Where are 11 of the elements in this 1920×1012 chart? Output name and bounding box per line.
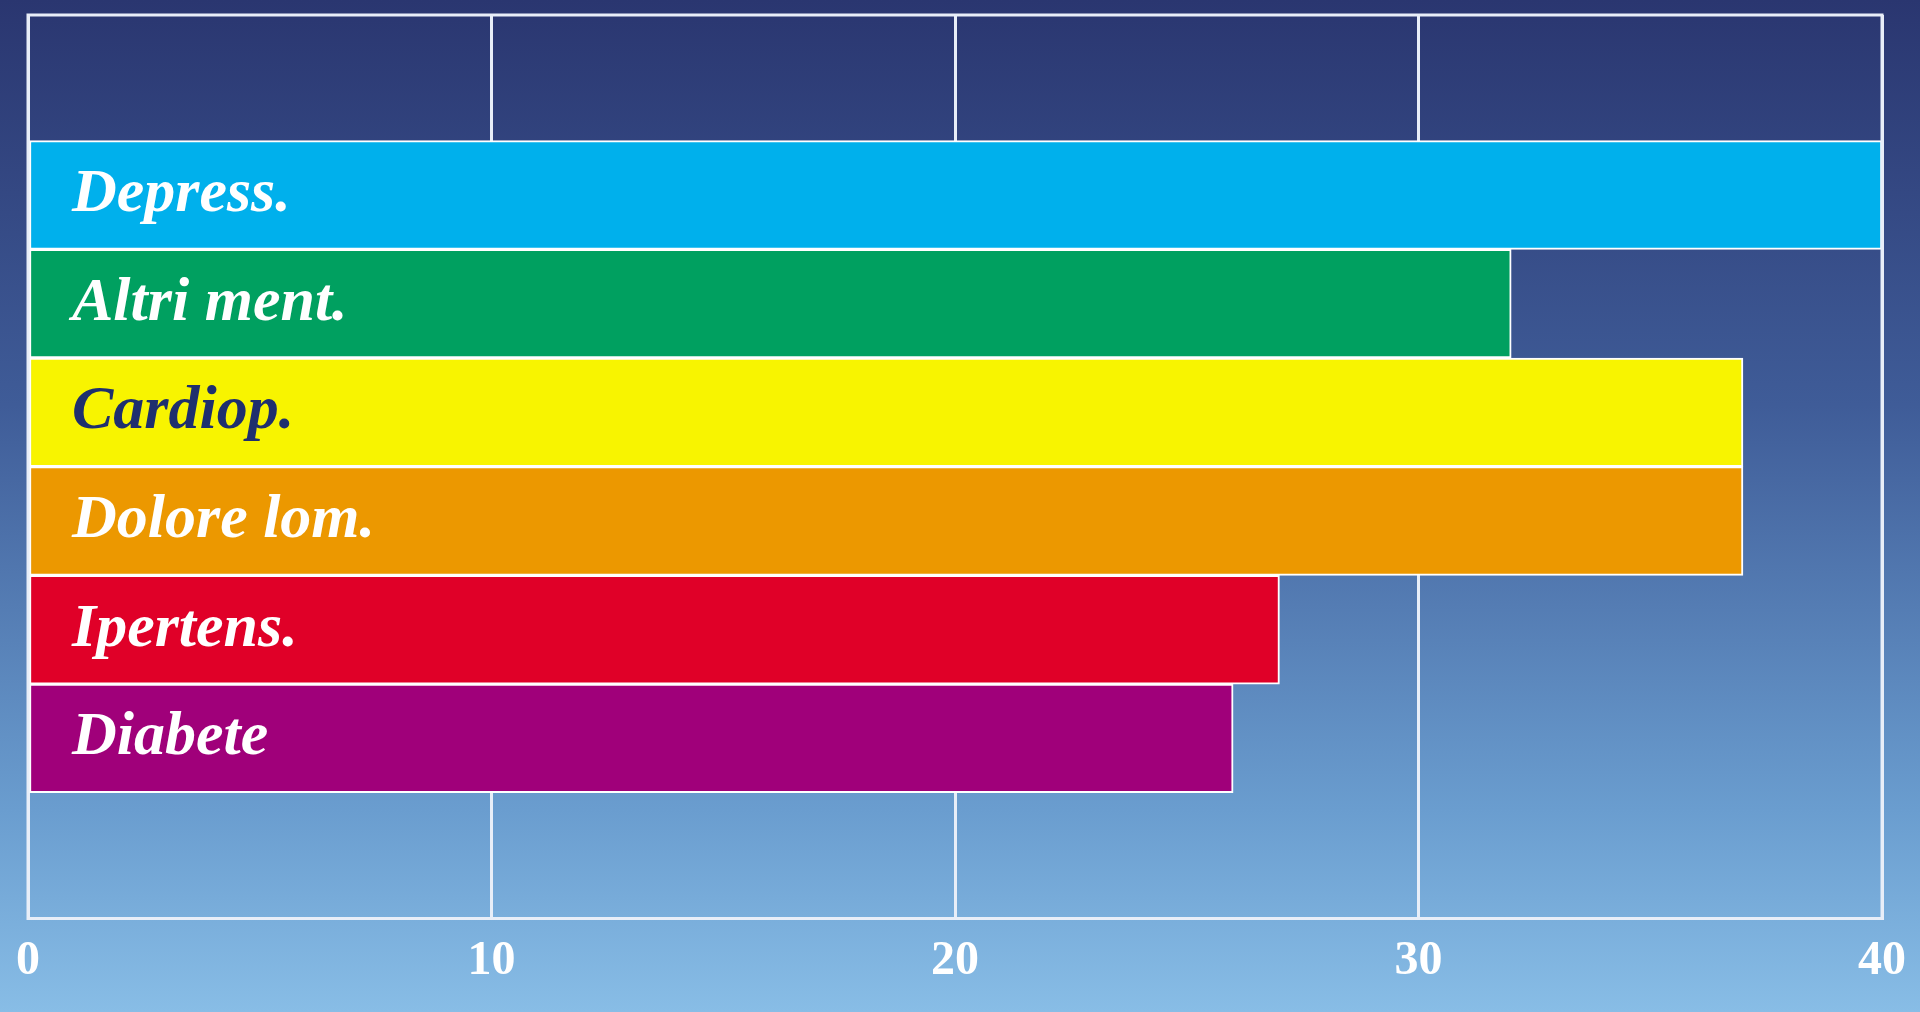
x-tick-label: 20 <box>931 930 979 984</box>
x-tick-label: 40 <box>1858 930 1906 984</box>
y-tick-label: Diabete <box>71 699 269 768</box>
y-tick-label: Cardiop. <box>72 373 295 442</box>
y-tick-label: Depress. <box>71 155 291 224</box>
y-tick-label: Altri ment. <box>68 264 348 333</box>
x-tick-label: 0 <box>16 930 40 984</box>
y-tick-label: Dolore lom. <box>71 482 376 551</box>
y-tick-label: Ipertens. <box>71 590 298 659</box>
x-tick-label: 10 <box>467 930 516 984</box>
x-tick-label: 30 <box>1394 930 1443 984</box>
